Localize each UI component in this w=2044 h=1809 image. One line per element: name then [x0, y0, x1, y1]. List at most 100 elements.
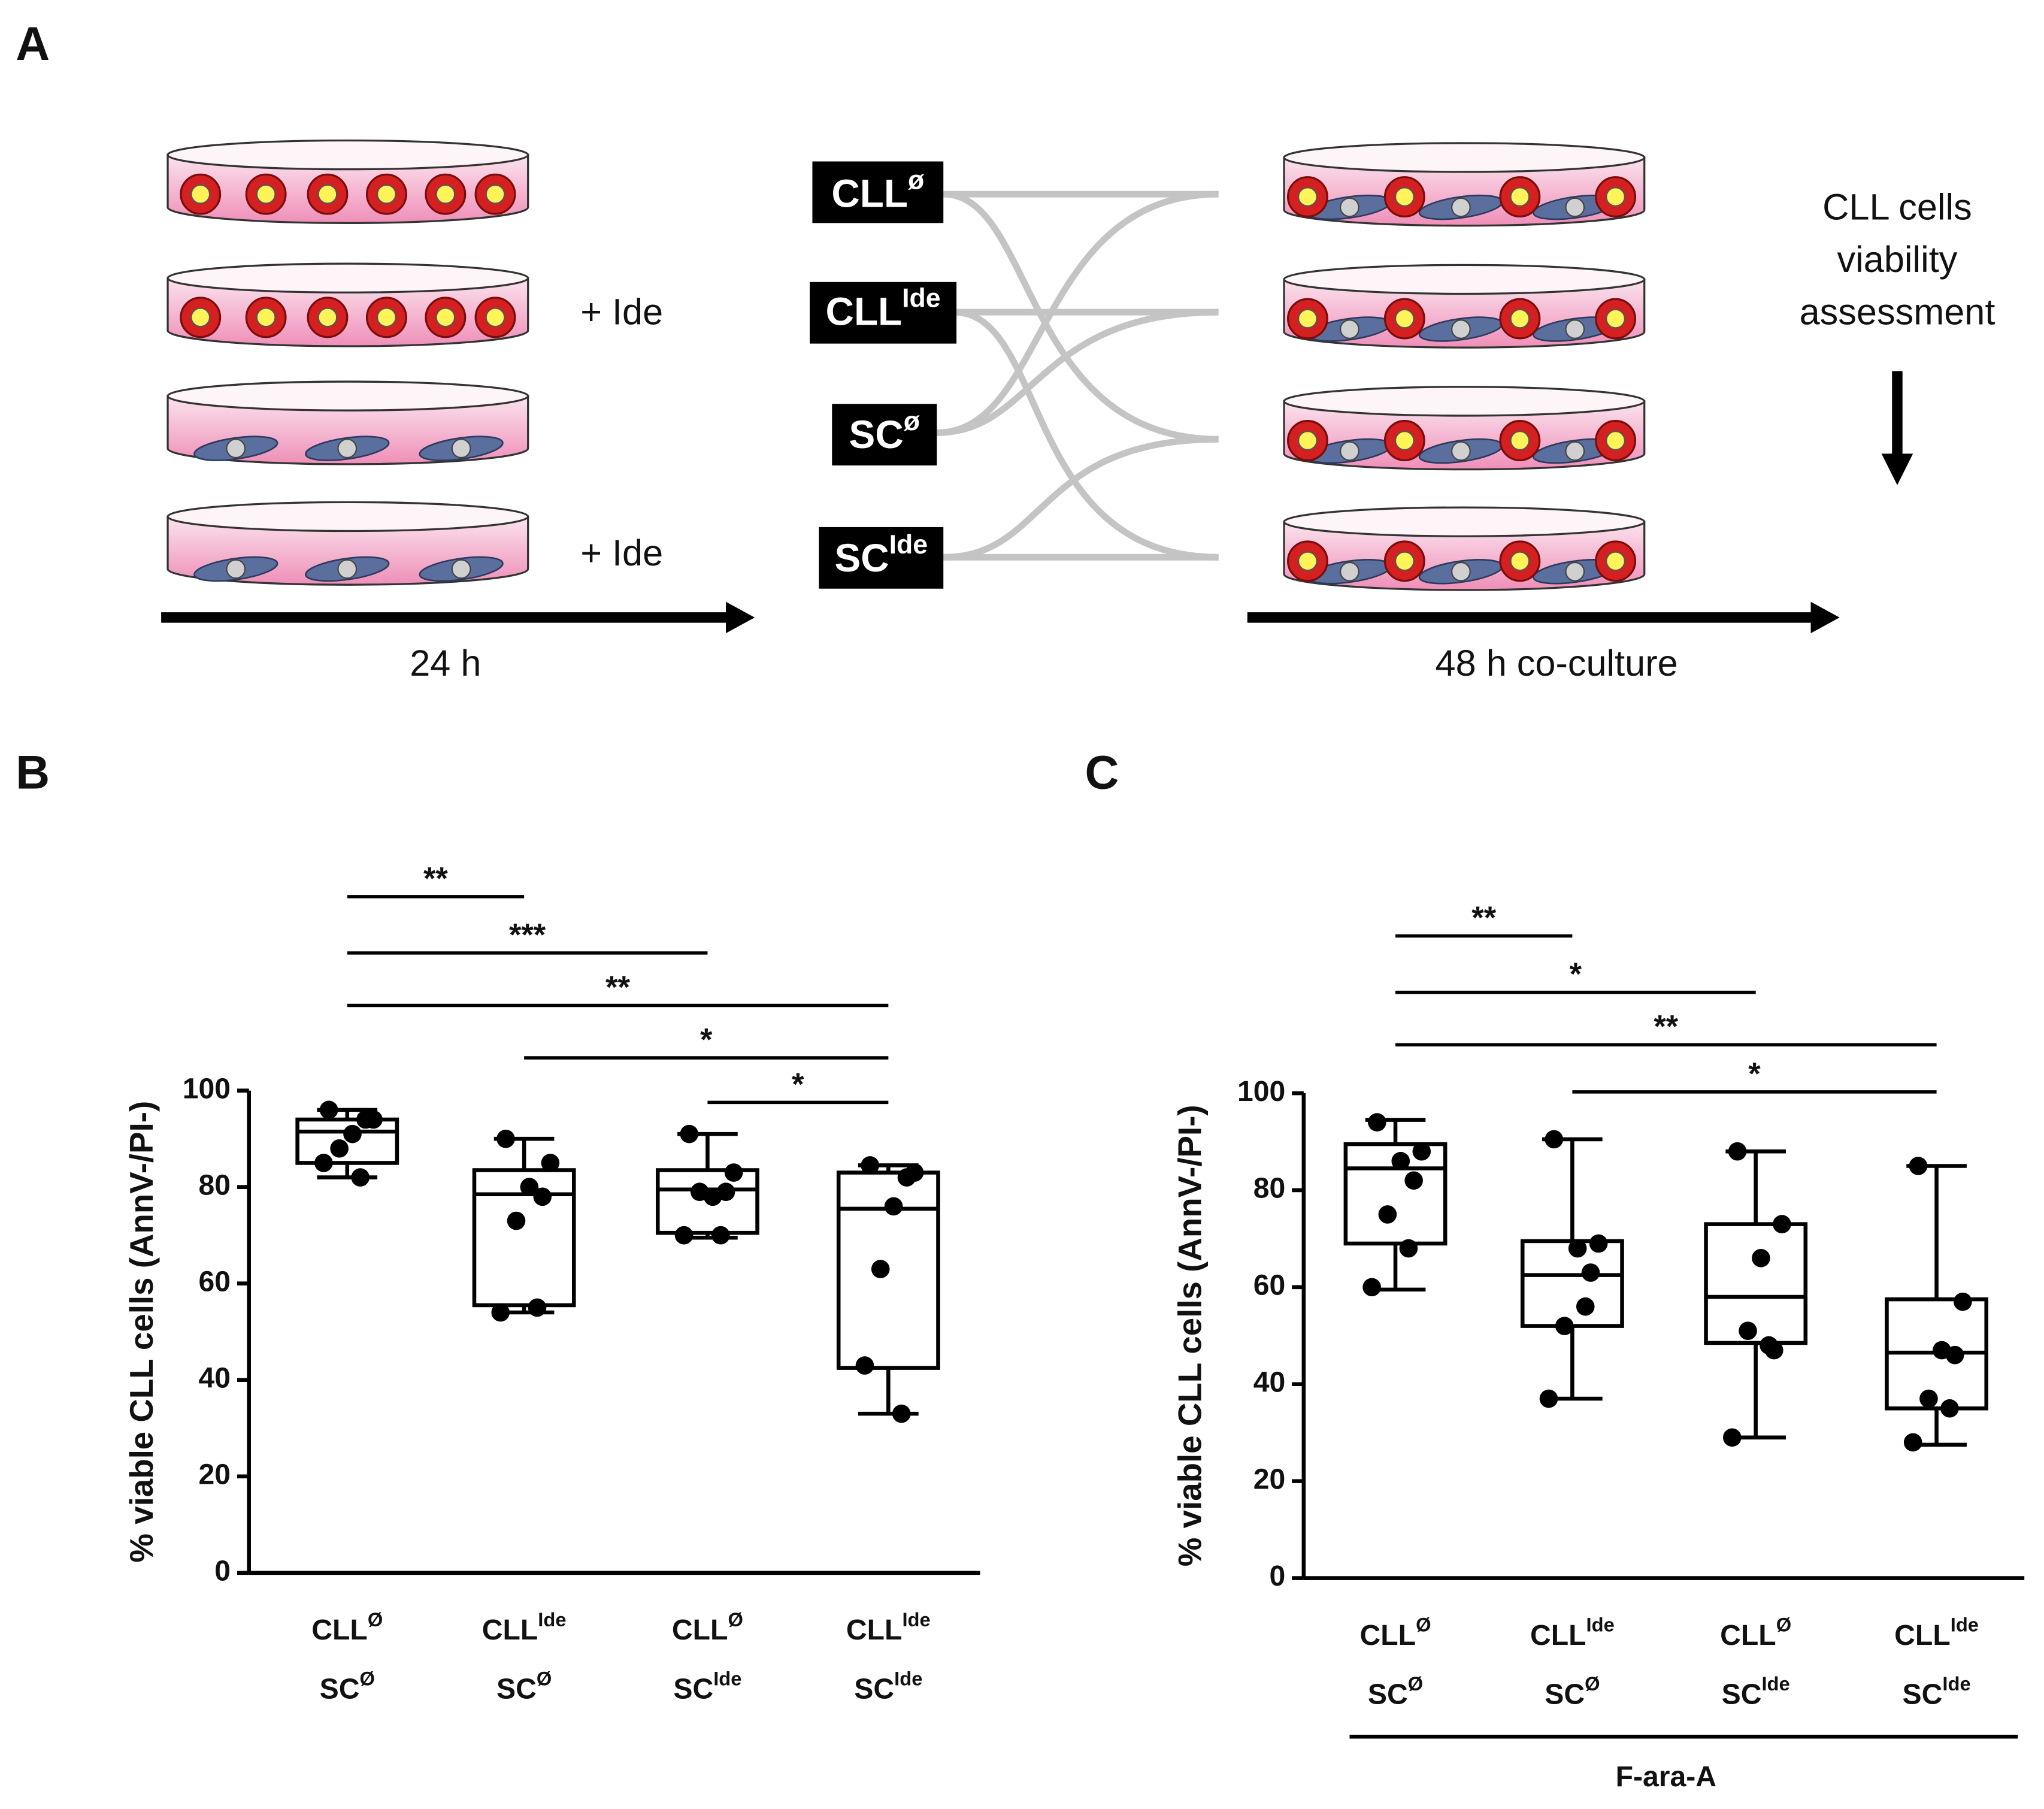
cll-nucleus — [1510, 308, 1530, 329]
label-base: SC — [320, 1672, 360, 1705]
data-point — [1555, 1317, 1574, 1335]
treatment-label: + Ide — [580, 292, 663, 332]
data-point — [871, 1260, 890, 1278]
cell-label: CLLø — [831, 165, 925, 215]
y-tick-label: 20 — [199, 1458, 231, 1490]
data-point — [1752, 1248, 1770, 1267]
significance-label: * — [700, 1023, 713, 1058]
label-base: CLL — [831, 172, 908, 216]
x-tick-label: CLLØ — [672, 1608, 743, 1646]
cll-nucleus — [1510, 187, 1530, 207]
cell-label-box — [812, 161, 944, 223]
arrow-head — [1881, 453, 1913, 485]
y-tick-label: 60 — [199, 1265, 231, 1297]
label-base: CLL — [1360, 1619, 1416, 1651]
data-point — [330, 1139, 349, 1158]
cll-nucleus — [485, 307, 505, 328]
x-tick-label: CLLIde — [1530, 1613, 1615, 1651]
readout-label: assessment — [1800, 292, 1995, 332]
y-tick-label: 100 — [1237, 1075, 1285, 1108]
data-point — [314, 1154, 333, 1172]
cll-nucleus — [317, 184, 338, 204]
y-axis-label: % viable CLL cells (AnnV-/PI-) — [123, 1101, 160, 1563]
dish-rim — [166, 380, 529, 412]
stromal-nucleus — [1340, 197, 1359, 217]
dish-rim — [1283, 264, 1646, 295]
label-sup: Ide — [713, 1667, 741, 1689]
data-point — [1909, 1157, 1928, 1175]
data-point — [528, 1298, 547, 1317]
label-sup: ø — [908, 165, 925, 195]
data-point — [1903, 1433, 1922, 1452]
arrow-head — [726, 601, 755, 634]
data-point — [356, 1110, 375, 1129]
stromal-nucleus — [1451, 319, 1471, 339]
cll-nucleus — [1606, 431, 1625, 450]
y-tick-label: 0 — [1269, 1560, 1285, 1592]
label-sup: Ide — [538, 1608, 566, 1630]
label-base: CLL — [826, 290, 903, 334]
label-sup: Ø — [728, 1608, 743, 1630]
significance-label: ** — [605, 970, 630, 1005]
y-tick-label: 80 — [1253, 1172, 1286, 1205]
dish-rim — [1283, 386, 1646, 417]
cell-label-box — [810, 282, 957, 344]
data-point — [1362, 1278, 1381, 1297]
cll-nucleus — [1298, 187, 1318, 207]
label-base: CLL — [311, 1614, 368, 1646]
stromal-nucleus — [1340, 319, 1359, 339]
label-base: CLL — [672, 1614, 728, 1646]
stromal-nucleus — [337, 438, 358, 459]
label-sup: Ø — [368, 1608, 383, 1630]
data-point — [724, 1163, 743, 1182]
label-base: SC — [1368, 1678, 1408, 1710]
significance-label: ** — [1654, 1009, 1678, 1045]
x-tick-label: CLLIde — [846, 1608, 931, 1646]
data-point — [1539, 1389, 1558, 1408]
label-sup: Ø — [537, 1667, 552, 1689]
x-tick-label: CLLØ — [311, 1608, 383, 1646]
y-axis-label: % viable CLL cells (AnnV-/PI-) — [1171, 1105, 1208, 1566]
stromal-nucleus — [226, 559, 246, 579]
data-point — [319, 1100, 338, 1120]
cell-label: SCø — [849, 407, 920, 456]
stromal-nucleus — [337, 559, 358, 579]
stromal-nucleus — [1565, 197, 1585, 217]
data-point — [1412, 1142, 1431, 1161]
cll-nucleus — [256, 184, 276, 204]
cll-nucleus — [317, 307, 338, 328]
time-label: 24 h — [410, 643, 481, 683]
connector — [953, 308, 1219, 561]
cll-nucleus — [1394, 431, 1415, 450]
x-tick-label: CLLØ — [1360, 1613, 1431, 1651]
label-base: CLL — [1720, 1619, 1776, 1651]
data-point — [892, 1404, 911, 1423]
stromal-nucleus — [1451, 561, 1471, 582]
data-point — [680, 1124, 699, 1144]
stromal-nucleus — [1340, 561, 1359, 582]
dish-rim — [166, 262, 529, 294]
connector — [943, 190, 1219, 443]
data-point — [1399, 1239, 1418, 1258]
data-point — [1589, 1234, 1608, 1253]
significance-label: * — [792, 1067, 804, 1102]
data-point — [1576, 1297, 1595, 1316]
significance-label: * — [1570, 957, 1582, 992]
cll-nucleus — [1394, 187, 1415, 207]
cll-nucleus — [1298, 551, 1318, 571]
data-point — [533, 1187, 552, 1206]
data-point — [343, 1124, 362, 1144]
label-base: SC — [854, 1672, 894, 1705]
connector — [943, 435, 1219, 561]
label-base: SC — [496, 1672, 537, 1705]
cll-nucleus — [376, 307, 396, 328]
data-point — [861, 1156, 880, 1175]
cell-label-box — [832, 404, 937, 466]
label-sup: Ø — [1585, 1672, 1600, 1695]
panel-label: A — [16, 17, 50, 70]
stromal-nucleus — [451, 559, 471, 579]
data-point — [1940, 1399, 1959, 1418]
label-base: SC — [834, 536, 889, 580]
cll-nucleus — [435, 184, 456, 204]
